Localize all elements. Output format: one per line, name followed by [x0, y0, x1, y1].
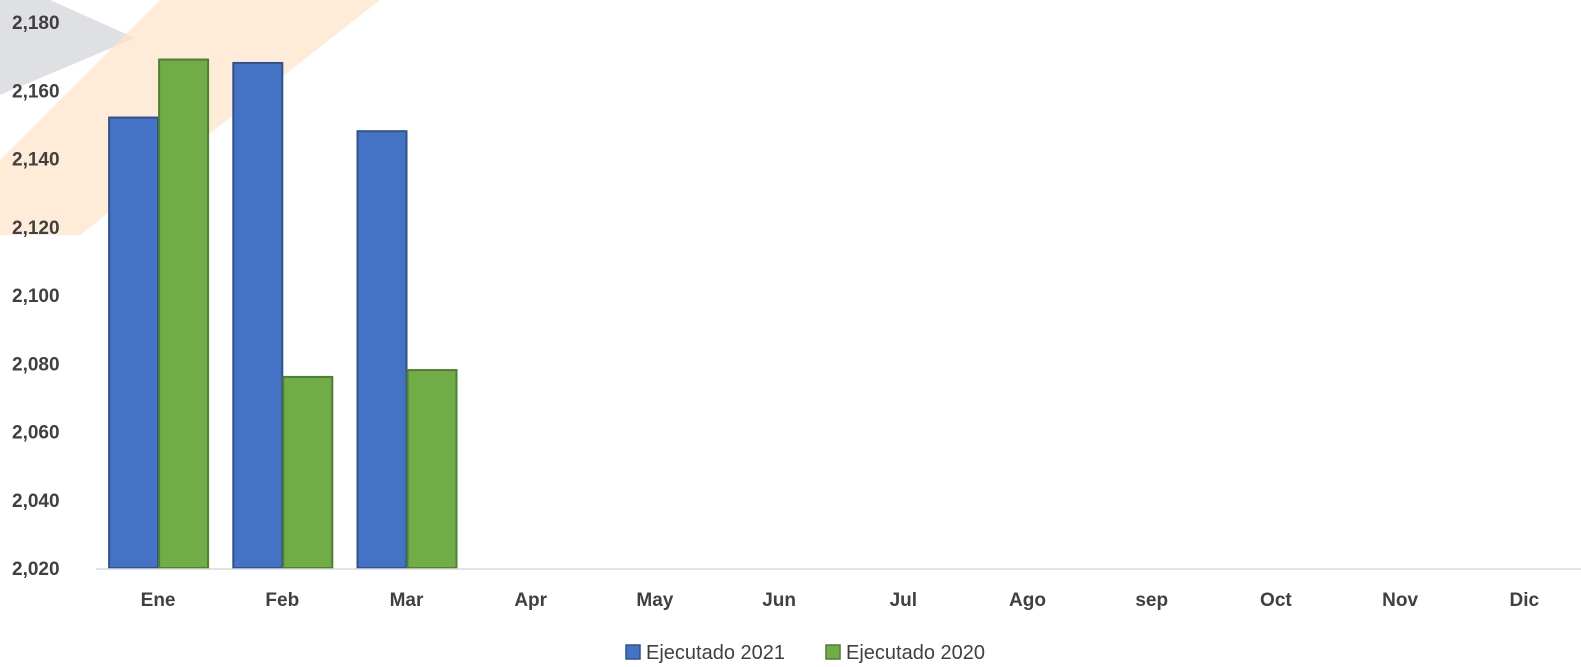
x-tick-label: Feb: [265, 590, 299, 611]
y-tick-label: 2,060: [12, 423, 60, 444]
legend-item: Ejecutado 2020: [825, 642, 985, 664]
x-tick-label: Ene: [141, 590, 176, 611]
bar-ejecutado-2020-mar: [406, 369, 458, 570]
y-axis: 2,020 2,040 2,060 2,080 2,100 2,120 2,140 2,160…: [12, 13, 60, 580]
x-tick-label: Apr: [514, 590, 547, 611]
legend-swatch: [825, 644, 841, 660]
bar-ejecutado-2021-ene: [108, 116, 160, 570]
y-tick-label: 2,140: [12, 150, 60, 171]
x-tick-label: Nov: [1382, 590, 1418, 611]
x-tick-label: Ago: [1009, 590, 1046, 611]
legend-label: Ejecutado 2020: [846, 642, 985, 664]
y-tick-label: 2,080: [12, 354, 60, 375]
y-tick-label: 2,040: [12, 491, 60, 512]
legend-item: Ejecutado 2021: [625, 642, 785, 664]
x-axis: Ene Feb Mar Apr May Jun Jul Ago sep Oct Nov Dic: [141, 590, 1540, 611]
x-tick-label: May: [636, 590, 673, 611]
legend-label: Ejecutado 2021: [646, 642, 785, 664]
x-tick-label: Jul: [890, 590, 917, 611]
bar-ejecutado-2020-feb: [282, 375, 334, 569]
x-tick-label: Mar: [390, 590, 424, 611]
x-tick-label: Oct: [1260, 590, 1292, 611]
legend: Ejecutado 2021 Ejecutado 2020: [625, 642, 985, 664]
y-tick-label: 2,120: [12, 218, 60, 239]
bar-ejecutado-2021-mar: [356, 130, 408, 569]
y-tick-label: 2,020: [12, 559, 60, 580]
x-tick-label: Jun: [762, 590, 796, 611]
y-tick-label: 2,160: [12, 81, 60, 102]
legend-swatch: [625, 644, 641, 660]
x-tick-label: Dic: [1510, 590, 1540, 611]
bar-ejecutado-2021-feb: [232, 61, 284, 569]
bars: [108, 58, 458, 570]
y-tick-label: 2,180: [12, 13, 60, 34]
watermark-gray-arrow: [0, 0, 135, 95]
x-tick-label: sep: [1135, 590, 1168, 611]
bar-ejecutado-2020-ene: [158, 58, 210, 569]
y-tick-label: 2,100: [12, 286, 60, 307]
